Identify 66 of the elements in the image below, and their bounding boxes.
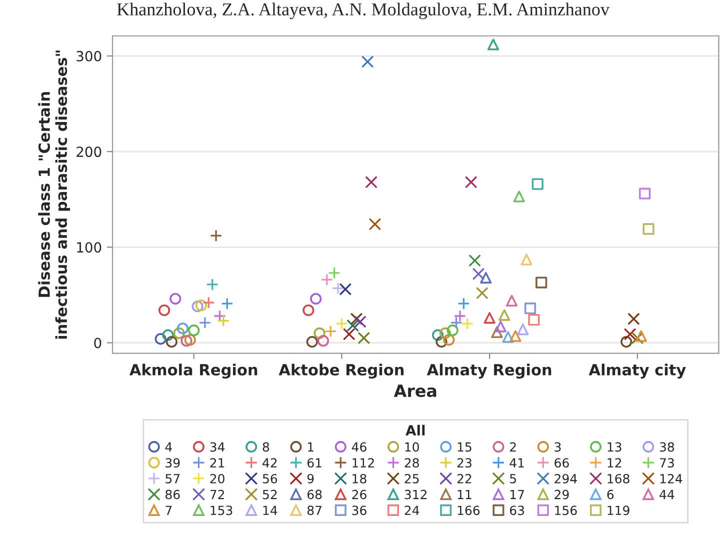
legend-label: 26	[352, 490, 366, 500]
legend-label: 4	[165, 442, 172, 452]
legend-label: 12	[608, 458, 622, 468]
legend-label: 23	[457, 458, 472, 468]
legend-label: 6	[607, 490, 614, 500]
legend-label: 46	[352, 442, 366, 452]
legend-label: 24	[404, 506, 420, 515]
legend-label: 5	[510, 474, 516, 484]
legend-label: 86	[166, 490, 180, 500]
x-tick-label: Almaty Region	[426, 364, 552, 379]
legend-label: 2	[510, 442, 516, 452]
legend-label: 72	[210, 490, 224, 500]
x-axis-title: Area	[394, 384, 436, 398]
legend-label: 156	[555, 506, 577, 516]
legend-label: 7	[166, 506, 172, 515]
legend-label: 18	[352, 474, 366, 484]
legend-label: 41	[510, 458, 524, 468]
legend-label: 61	[307, 458, 322, 468]
legend-label: 73	[660, 458, 674, 468]
legend-label: 56	[262, 474, 278, 484]
legend-label: 87	[307, 506, 322, 516]
y-tick-label: 300	[76, 50, 102, 62]
y-tick-label: 200	[76, 146, 102, 158]
legend-label: 39	[166, 458, 180, 468]
legend-label: 294	[554, 474, 577, 484]
legend-label: 22	[457, 474, 472, 484]
legend-label: 63	[510, 506, 524, 516]
legend-label: 38	[660, 442, 674, 452]
legend-label: 9	[307, 474, 314, 484]
y-axis-title: Disease class 1 "Certain infectious and parasitic diseases"	[38, 50, 70, 339]
legend-label: 52	[262, 490, 277, 500]
legend-label: 153	[210, 506, 232, 516]
legend-label: 25	[404, 474, 419, 484]
legend-label: 17	[510, 490, 524, 500]
legend-label: 68	[307, 490, 322, 500]
legend-label: 44	[660, 490, 674, 500]
legend-title: All	[406, 424, 425, 436]
x-tick-label: Akmola Region	[129, 364, 258, 379]
legend-label: 34	[210, 442, 225, 452]
x-tick-label: Aktobe Region	[278, 364, 404, 379]
legend-label: 124	[660, 474, 682, 484]
legend-label: 42	[262, 458, 277, 468]
legend-label: 57	[166, 474, 180, 484]
x-tick-label: Almaty city	[588, 364, 686, 379]
legend-label: 29	[554, 490, 569, 500]
legend-label: 15	[458, 442, 472, 452]
legend-label: 66	[554, 458, 569, 468]
legend-label: 13	[608, 442, 622, 452]
y-tick-label: 100	[77, 242, 102, 253]
legend-label: 3	[554, 442, 561, 452]
legend-label: 312	[404, 490, 426, 500]
legend-label: 10	[405, 442, 419, 452]
legend-label: 119	[608, 506, 630, 516]
legend-label: 36	[352, 506, 366, 516]
legend-label: 11	[458, 490, 472, 500]
y-tick-label: 0	[94, 338, 102, 348]
legend-label: 112	[352, 458, 374, 468]
legend-label: 168	[608, 474, 630, 484]
legend-label: 20	[210, 474, 224, 484]
legend-label: 8	[262, 442, 270, 452]
legend-label: 1	[308, 442, 314, 452]
legend-label: 14	[263, 506, 278, 515]
legend-label: 28	[404, 458, 419, 468]
text: Khanzholova, Z.A. Altayeva, A.N. Moldagulova, E.M. Aminzhanov	[117, 2, 610, 20]
legend-label: 21	[210, 458, 224, 468]
legend-label: 166	[458, 506, 480, 516]
